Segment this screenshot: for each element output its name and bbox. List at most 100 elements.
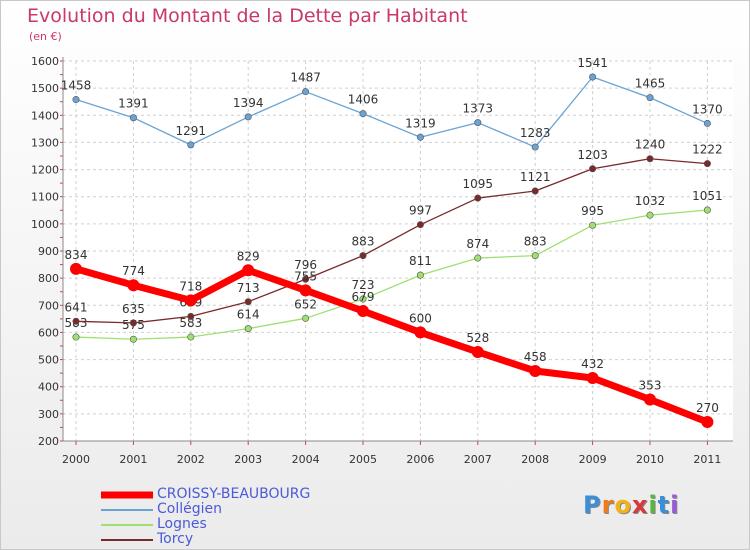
- data-point: [244, 113, 252, 121]
- legend-item: Lognes: [101, 517, 310, 532]
- data-point: [187, 141, 195, 149]
- data-point: [359, 252, 367, 260]
- data-label: 755: [294, 269, 317, 283]
- data-label: 874: [466, 237, 489, 251]
- x-tick-label: 2000: [62, 453, 90, 466]
- data-point: [302, 88, 310, 96]
- data-label: 995: [581, 204, 604, 218]
- data-point: [127, 279, 140, 292]
- data-point: [416, 271, 424, 279]
- y-tick-label: 1500: [31, 82, 59, 95]
- y-tick-label: 1400: [31, 109, 59, 122]
- data-point: [244, 298, 252, 306]
- data-label: 1541: [577, 56, 608, 70]
- data-point: [302, 275, 310, 283]
- data-label: 1406: [348, 93, 379, 107]
- plot-area: [63, 61, 733, 441]
- logo-letter: x: [631, 491, 649, 519]
- data-label: 1373: [463, 102, 494, 116]
- y-tick-label: 400: [38, 381, 59, 394]
- legend-swatch: [101, 523, 153, 526]
- data-point: [589, 165, 597, 173]
- series-line-croissy-beaubourg: [75, 265, 709, 426]
- data-point: [416, 221, 424, 229]
- y-tick-label: 1600: [31, 55, 59, 68]
- data-label: 723: [352, 278, 375, 292]
- data-point: [646, 155, 654, 163]
- data-point: [589, 221, 597, 229]
- logo-letter: P: [583, 491, 602, 519]
- x-tick-label: 2010: [636, 453, 664, 466]
- x-tick-label: 2001: [119, 453, 147, 466]
- series-line-collégien: [75, 76, 708, 148]
- y-tick-label: 500: [38, 354, 59, 367]
- data-point: [703, 206, 711, 214]
- data-point: [586, 372, 599, 385]
- y-tick-label: 700: [38, 299, 59, 312]
- data-point: [529, 364, 542, 377]
- data-label: 1391: [118, 97, 149, 111]
- data-label: 583: [179, 316, 202, 330]
- data-label: 1121: [520, 170, 551, 184]
- data-label: 1291: [176, 124, 207, 138]
- series-line-torcy: [75, 158, 708, 324]
- data-label: 641: [65, 300, 88, 314]
- proxiti-logo: Proxiti: [583, 491, 679, 519]
- data-point: [589, 73, 597, 81]
- data-label: 432: [581, 357, 604, 371]
- data-point: [357, 304, 369, 317]
- data-point: [187, 312, 195, 320]
- data-point: [474, 254, 482, 262]
- data-label: 458: [524, 350, 547, 364]
- data-point: [646, 211, 654, 219]
- data-label: 1319: [405, 116, 436, 130]
- legend-label: Collégien: [157, 501, 222, 517]
- data-label: 600: [409, 311, 432, 325]
- data-label: 353: [639, 378, 662, 392]
- data-point: [471, 345, 484, 358]
- data-label: 1051: [692, 189, 723, 203]
- y-tick-label: 1100: [31, 191, 59, 204]
- data-point: [72, 96, 80, 104]
- logo-letter: r: [601, 491, 615, 519]
- data-point: [474, 119, 482, 127]
- logo-letter: i: [670, 491, 680, 519]
- data-label: 635: [122, 302, 145, 316]
- x-tick-label: 2007: [464, 453, 492, 466]
- y-tick-label: 600: [38, 326, 59, 339]
- data-label: 1203: [577, 148, 608, 162]
- x-tick-label: 2008: [521, 453, 549, 466]
- data-label: 1032: [635, 194, 666, 208]
- chart-title: Evolution du Montant de la Dette par Hab…: [27, 5, 468, 27]
- data-point: [531, 252, 539, 260]
- data-point: [531, 143, 539, 151]
- data-label: 1095: [463, 177, 494, 191]
- x-tick-label: 2011: [693, 453, 721, 466]
- data-point: [187, 333, 195, 341]
- data-point: [70, 262, 82, 275]
- data-label: 1458: [61, 79, 92, 93]
- legend-item: Collégien: [101, 502, 310, 517]
- data-label: 774: [122, 264, 145, 278]
- logo-letter: o: [614, 491, 632, 519]
- logo-letter: t: [657, 491, 671, 519]
- data-point: [302, 314, 310, 322]
- data-point: [129, 335, 137, 343]
- x-tick-label: 2004: [292, 453, 320, 466]
- data-point: [299, 284, 312, 297]
- legend-item: CROISSY-BEAUBOURG: [101, 487, 310, 502]
- data-label: 1394: [233, 96, 264, 110]
- data-point: [703, 160, 711, 168]
- x-tick-label: 2002: [177, 453, 205, 466]
- data-point: [474, 194, 482, 202]
- legend-item: Torcy: [101, 532, 310, 547]
- legend-swatch: [101, 491, 153, 498]
- data-label: 829: [237, 249, 260, 263]
- data-point: [414, 326, 427, 339]
- data-point: [701, 416, 714, 428]
- data-point: [416, 133, 424, 141]
- data-label: 883: [352, 235, 375, 249]
- data-point: [129, 319, 137, 327]
- series-line-lognes: [75, 209, 708, 340]
